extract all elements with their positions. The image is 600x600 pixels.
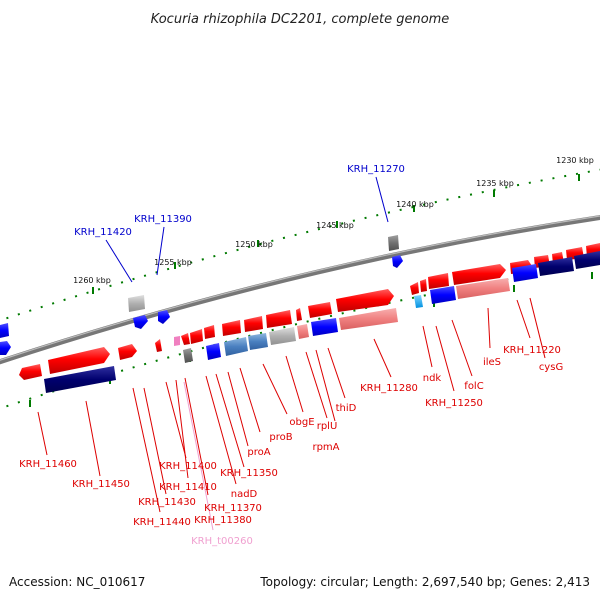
label-leaders-red	[37, 297, 546, 513]
reverse-genes	[44, 251, 600, 393]
gene-label: KRH_11350	[220, 468, 278, 479]
gene-label: KRH_11380	[194, 515, 252, 526]
scale-dots-upper	[0, 168, 600, 322]
topology-label: Topology: circular; Length: 2,697,540 bp…	[259, 575, 590, 589]
gene-label: KRH_11410	[159, 482, 217, 493]
tick-label: 1240 kbp	[396, 200, 434, 209]
gene-label: KRH_11460	[19, 459, 77, 470]
gene-label: proB	[269, 432, 292, 443]
label-leaders-blue	[105, 176, 389, 283]
gene-label: KRH_11280	[360, 383, 418, 394]
tick-label: 1230 kbp	[556, 156, 594, 165]
map-title: Kocuria rhizophila DC2201, complete geno…	[151, 12, 450, 27]
gene-label: proA	[247, 447, 270, 458]
gene-label: KRH_11390	[134, 214, 192, 225]
tick-label: 1235 kbp	[476, 179, 514, 188]
accession-label: Accession: NC_010617	[9, 575, 145, 589]
major-ticks-upper	[92, 174, 580, 294]
upper-outer-features	[0, 235, 403, 355]
tick-label: 1245 kbp	[316, 221, 354, 230]
major-ticks-lower	[29, 272, 593, 407]
gene-label: ileS	[483, 357, 501, 368]
gene-label: ndk	[423, 373, 442, 384]
tick-label: 1255 kbp	[154, 258, 192, 267]
gene-label: nadD	[231, 489, 258, 500]
gene-label: KRH_11220	[503, 345, 561, 356]
gene-label: KRH_11430	[138, 497, 196, 508]
gene-label: rpmA	[312, 442, 339, 453]
tick-label: 1260 kbp	[73, 276, 111, 285]
gene-label: KRH_11420	[74, 227, 132, 238]
gene-label: KRH_11250	[425, 398, 483, 409]
gene-label: KRH_11270	[347, 164, 405, 175]
gene-label: rplU	[317, 421, 338, 432]
gene-label: cysG	[539, 362, 563, 373]
gene-label: obgE	[289, 417, 314, 428]
tick-label: 1250 kbp	[235, 240, 273, 249]
gene-label: folC	[464, 381, 483, 392]
gene-label: KRH_11450	[72, 479, 130, 490]
gene-label: KRH_11370	[204, 503, 262, 514]
gene-label: KRH_t00260	[191, 536, 253, 547]
genome-backbone	[0, 214, 600, 365]
gene-label: KRH_11400	[159, 461, 217, 472]
gene-label: KRH_11440	[133, 517, 191, 528]
label-leader-pink	[183, 381, 214, 531]
forward-genes	[19, 243, 600, 380]
gene-label: thiD	[336, 403, 357, 414]
